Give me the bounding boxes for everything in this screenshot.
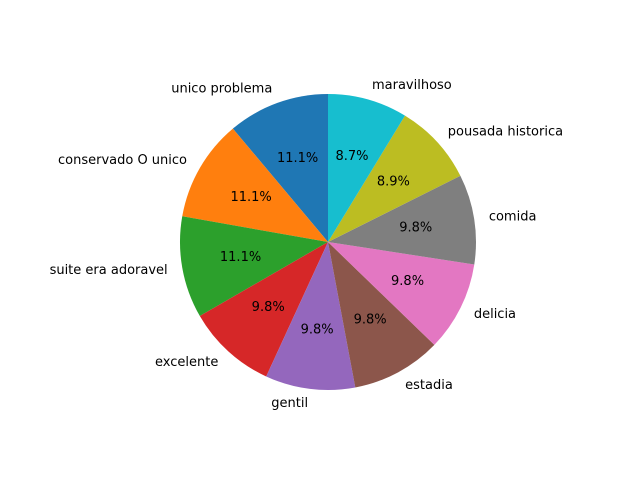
pie-category-label-5: estadia (405, 378, 453, 393)
pie-pct-label-3: 9.8% (252, 300, 285, 315)
pie-category-label-0: unico problema (171, 82, 272, 97)
pie-category-label-4: gentil (271, 396, 308, 411)
pie-category-label-8: pousada historica (448, 124, 563, 139)
pie-pct-label-5: 9.8% (354, 313, 387, 328)
pie-category-label-9: maravilhoso (372, 78, 452, 93)
pie-slice-1 (182, 128, 328, 242)
pie-slice-5 (328, 242, 435, 388)
pie-category-label-1: conservado O unico (58, 153, 187, 168)
pie-category-label-2: suite era adoravel (50, 263, 168, 278)
pie-pct-label-4: 9.8% (301, 323, 334, 338)
pie-slice-2 (180, 216, 328, 316)
pie-slice-8 (328, 115, 461, 242)
pie-slice-7 (328, 175, 476, 265)
pie-pct-label-2: 11.1% (220, 250, 261, 265)
pie-category-label-7: comida (489, 209, 537, 224)
pie-category-label-6: delicia (474, 307, 516, 322)
pie-slice-6 (328, 242, 475, 345)
pie-pct-label-7: 9.8% (399, 221, 432, 236)
pie-pct-label-0: 11.1% (277, 151, 318, 166)
pie-pct-label-6: 9.8% (391, 274, 424, 289)
pie-slice-3 (199, 242, 328, 377)
pie-slice-9 (328, 94, 405, 242)
pie-pct-label-9: 8.7% (335, 149, 368, 164)
pie-slice-0 (232, 94, 328, 242)
pie-pct-label-8: 8.9% (377, 174, 410, 189)
pie-pct-label-1: 11.1% (230, 190, 271, 205)
pie-category-label-3: excelente (155, 355, 218, 370)
pie-slice-4 (266, 242, 356, 391)
